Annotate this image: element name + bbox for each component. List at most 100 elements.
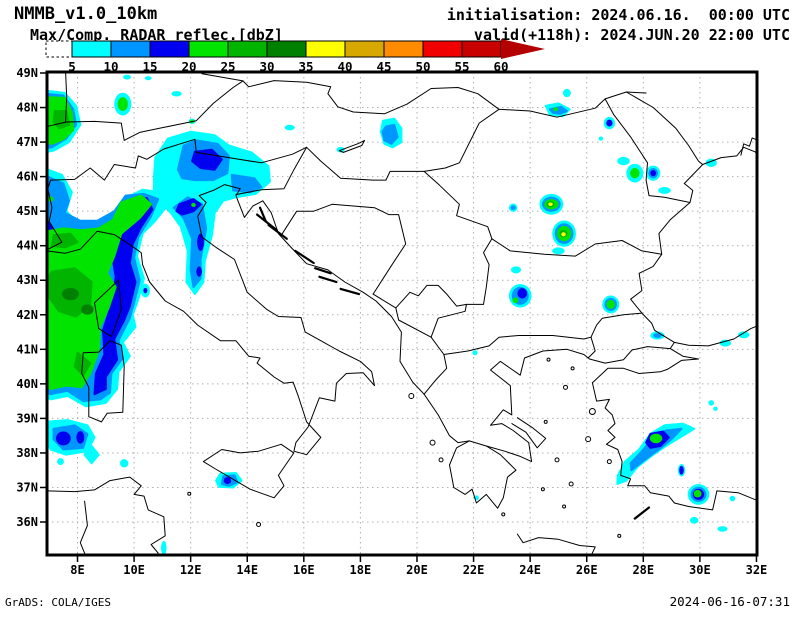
- model-title: NMMB_v1.0_10km: [14, 4, 158, 24]
- colorbar-tick-label: 10: [103, 59, 118, 74]
- radar-cell-l3: [223, 477, 232, 485]
- island: [633, 506, 651, 520]
- valid-time-label: valid(+118h): 2024.JUN.20 22:00 UTC: [473, 26, 790, 44]
- radar-cell-l1: [57, 458, 64, 466]
- radar-cell-l1: [713, 406, 718, 411]
- radar-cell-l1: [472, 350, 478, 356]
- island: [568, 481, 574, 487]
- country-border: [423, 354, 448, 395]
- island: [563, 384, 569, 390]
- radar-cell-l2: [510, 205, 516, 211]
- radar-cell-l3: [191, 148, 223, 171]
- island: [294, 249, 315, 265]
- lat-label: 46N: [16, 170, 38, 184]
- lat-label: 36N: [16, 515, 38, 529]
- lon-label: 30E: [689, 563, 711, 577]
- coastline: [202, 443, 295, 499]
- radar-cell-l1: [119, 459, 129, 468]
- lat-label: 38N: [16, 446, 38, 460]
- radar-cell-l1: [719, 339, 731, 347]
- radar-cell-l3: [143, 287, 148, 294]
- radar-cell-l4: [693, 489, 702, 498]
- country-border: [280, 203, 407, 295]
- country-border: [395, 291, 411, 309]
- radar-cell-l1: [689, 516, 699, 524]
- radar-cell-l3: [679, 465, 684, 475]
- country-border: [409, 284, 467, 307]
- coastline: [591, 348, 699, 384]
- radar-cell-l7: [561, 232, 566, 237]
- lon-label: 12E: [180, 563, 202, 577]
- grid-layer: [47, 72, 757, 555]
- island: [606, 459, 612, 465]
- radar-cell-l4: [191, 202, 196, 208]
- radar-cell-l6: [61, 287, 79, 301]
- island: [339, 287, 361, 296]
- lon-label: 32E: [746, 563, 768, 577]
- lat-label: 39N: [16, 411, 38, 425]
- radar-cell-l3: [606, 119, 613, 127]
- radar-cell-l3: [55, 431, 71, 446]
- island: [501, 512, 506, 517]
- axes-layer: 49N 48N 47N 46N 45N 44N 43N 42N 41N 40N 39N 38N 37N 3…: [16, 66, 767, 577]
- radar-cell-l3: [197, 233, 204, 251]
- island: [258, 206, 267, 222]
- colorbar-arrow-icon: [501, 39, 545, 59]
- country-border: [306, 146, 663, 257]
- lon-label: 28E: [632, 563, 654, 577]
- radar-cell-l3: [196, 266, 202, 277]
- colorbar: 5 10 15 20 25 30 35 40 45 50 55 60: [45, 39, 545, 74]
- map-area: [47, 72, 757, 555]
- lat-label: 45N: [16, 204, 38, 218]
- radar-cell-l1: [708, 400, 715, 406]
- radar-cell-l1: [510, 266, 522, 274]
- radar-cell-l4: [553, 107, 558, 112]
- radar-cell-l1: [562, 88, 571, 98]
- radar-cells-layer: [47, 74, 750, 555]
- radar-cell-l1: [717, 526, 728, 532]
- radar-cell-l1: [160, 541, 167, 555]
- colorbar-segment: [461, 40, 502, 58]
- country-border: [47, 138, 308, 251]
- radar-cell-l1: [83, 443, 100, 465]
- lon-label: 22E: [463, 563, 485, 577]
- radar-cell-l3: [650, 170, 657, 177]
- colorbar-tick-label: 50: [415, 59, 430, 74]
- island: [256, 521, 262, 527]
- radar-cell-l1: [598, 136, 604, 141]
- radar-cell-l1: [144, 76, 152, 81]
- radar-cell-l1: [171, 90, 182, 97]
- country-border: [47, 80, 244, 141]
- radar-cell-l3: [517, 288, 528, 299]
- radar-cell-l4: [117, 97, 128, 111]
- colorbar-segment: [305, 40, 346, 58]
- radar-cell-l1: [552, 247, 565, 255]
- radar-cell-l4: [649, 433, 663, 444]
- radar-cell-l5: [52, 110, 70, 130]
- colorbar-tick-label: 15: [142, 59, 157, 74]
- radar-cell-l1: [658, 186, 671, 194]
- colorbar-segment: [110, 40, 151, 58]
- country-border: [740, 137, 757, 156]
- island: [543, 419, 548, 424]
- radar-cell-l2: [653, 333, 662, 338]
- lon-label: 20E: [406, 563, 428, 577]
- island: [314, 267, 332, 275]
- radar-cell-l1: [123, 74, 131, 80]
- island: [617, 533, 622, 538]
- island: [588, 407, 596, 415]
- radar-cell-l1: [729, 495, 736, 502]
- colorbar-tick-label: 60: [493, 59, 508, 74]
- island: [318, 275, 338, 284]
- radar-cell-l4: [512, 297, 519, 304]
- coastline: [94, 279, 122, 337]
- island: [570, 366, 575, 371]
- island: [562, 504, 567, 509]
- coastline: [604, 146, 757, 364]
- colorbar-tick-label: 35: [298, 59, 313, 74]
- country-border: [201, 73, 647, 118]
- country-border: [235, 146, 308, 196]
- colorbar-tick-label: 55: [454, 59, 469, 74]
- lon-label: 14E: [236, 563, 258, 577]
